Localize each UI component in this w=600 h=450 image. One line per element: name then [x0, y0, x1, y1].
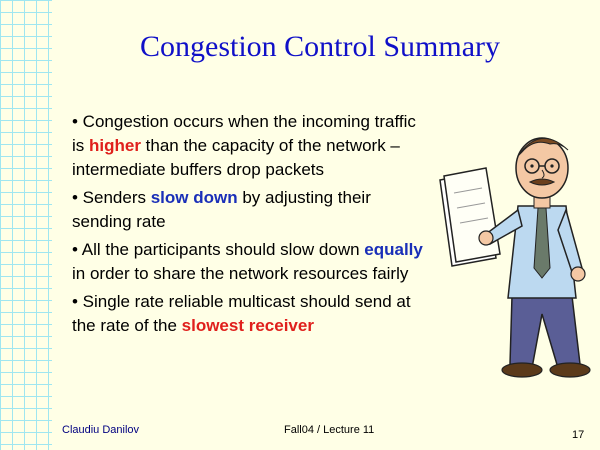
bullet-text: • Senders — [72, 188, 151, 207]
bullet-text: by adjusting their sending rate — [72, 188, 371, 231]
bullet-highlight: slowest receiver — [181, 316, 314, 335]
bullet-highlight: equally — [364, 240, 423, 259]
bullet-item: • Senders slow down by adjusting their s… — [72, 186, 432, 234]
bullet-item: • All the participants should slow down … — [72, 238, 432, 286]
bullet-highlight: slow down — [150, 188, 238, 207]
grid-decoration — [0, 0, 52, 450]
bullet-text: than the capacity of the network – inter… — [72, 136, 400, 179]
bullet-text: in order to share the network resources … — [72, 264, 409, 283]
bullet-highlight: higher — [89, 136, 141, 155]
bullet-text: • All the participants should slow down — [72, 240, 365, 259]
bullet-text: • Congestion occurs when the incoming tr… — [72, 112, 416, 155]
bullet-item: • Congestion occurs when the incoming tr… — [72, 110, 432, 182]
bullet-item: • Single rate reliable multicast should … — [72, 290, 432, 338]
page-number: 17 — [572, 429, 585, 441]
man-holding-paper-illustration — [439, 137, 591, 378]
footer-course: Fall04 / Lecture 11 — [284, 424, 375, 436]
footer-author: Claudiu Danilov — [62, 424, 140, 436]
slide-title: Congestion Control Summary — [140, 30, 500, 63]
bullet-list: • Congestion occurs when the incoming tr… — [72, 110, 432, 342]
bullet-text: • Single rate reliable multicast should … — [72, 292, 411, 335]
